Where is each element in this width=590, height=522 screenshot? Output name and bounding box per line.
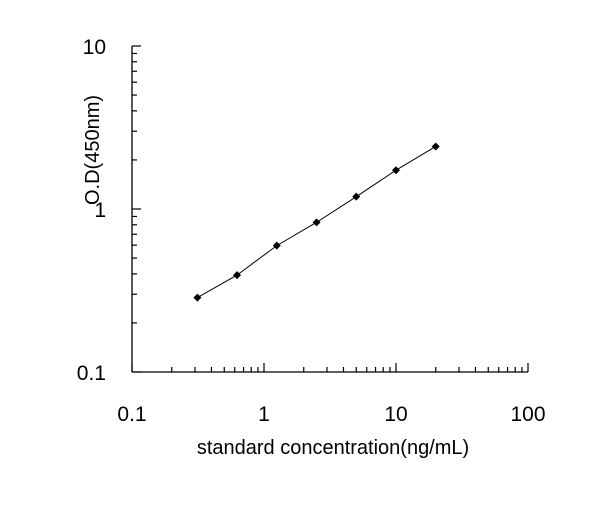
x-ticks (131, 363, 529, 372)
y-tick-label: 0.1 (77, 362, 106, 385)
x-tick-label: 100 (510, 403, 545, 426)
series (193, 142, 440, 302)
data-point (352, 192, 361, 201)
data-point (193, 293, 202, 302)
y-axis-title: O.D(450nm) (82, 95, 104, 205)
y-tick-label: 10 (83, 36, 106, 59)
y-ticks (132, 45, 141, 373)
axes (131, 46, 528, 373)
y-tick-labels: 0.1 1 10 (77, 36, 106, 385)
x-tick-label: 1 (258, 403, 270, 426)
y-tick-label: 1 (94, 199, 106, 222)
x-axis-title: standard concentration(ng/mL) (197, 437, 469, 459)
data-point (233, 271, 242, 280)
data-point (312, 218, 321, 227)
x-tick-label: 10 (384, 403, 407, 426)
data-point (392, 166, 400, 175)
x-tick-label: 0.1 (117, 403, 146, 426)
data-point (272, 241, 281, 250)
x-tick-labels: 0.1 1 10 100 (117, 403, 545, 426)
data-point (431, 142, 440, 151)
